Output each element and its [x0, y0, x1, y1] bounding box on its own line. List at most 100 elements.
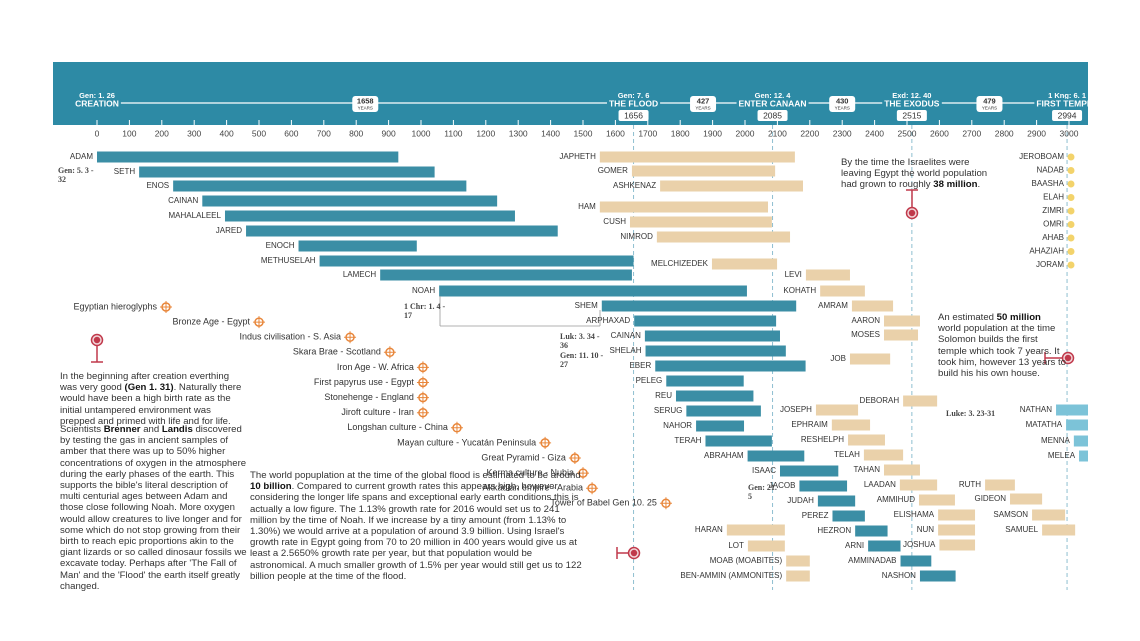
event-crosshair: [416, 361, 429, 374]
note: An estimated 50 million world population…: [938, 312, 1066, 379]
lifespan-bar: [726, 524, 785, 536]
lifespan-bar: [1032, 509, 1066, 521]
milestone-reference: Gen: 7. 6: [618, 91, 650, 100]
reference: Gen: 5. 3 - 32: [58, 166, 94, 184]
king-label: AHAZIAH: [1029, 247, 1064, 256]
bar-label: ASHKENAZ: [613, 181, 656, 190]
event-label: Longshan culture - China: [347, 422, 448, 432]
x-tick-label: 1400: [541, 128, 560, 138]
crown-icon: [1067, 180, 1075, 188]
bar-label: SAMSON: [993, 510, 1028, 519]
crown-icon: [1067, 221, 1075, 228]
event-crosshair: [416, 376, 429, 389]
lifespan-bar: [938, 524, 976, 536]
bar-label: RUTH: [959, 480, 981, 489]
bar-label: JOSEPH: [780, 405, 812, 414]
bar-label: NIMROD: [620, 232, 653, 241]
note: By the time the Israelites were leaving …: [841, 157, 993, 191]
note-emphasis: (Gen 1. 31): [124, 382, 174, 394]
lifespan-bar: [666, 375, 744, 387]
x-tick-label: 700: [317, 128, 331, 138]
lifespan-bar: [817, 495, 856, 507]
x-tick-label: 3000: [1060, 128, 1079, 138]
milestone-year: 2994: [1058, 110, 1077, 120]
milestone-label-bg: [736, 99, 809, 108]
lifespan-bar: [883, 329, 919, 341]
x-tick-label: 1300: [509, 128, 528, 138]
reference: 1 Chr: 1. 4 - 17: [404, 302, 446, 320]
bar-label: HARAN: [695, 525, 723, 534]
note-text: .: [977, 179, 981, 191]
note-text: world population at the time Solomon bui…: [938, 323, 1066, 380]
event-label: First papyrus use - Egypt: [314, 377, 415, 387]
x-tick-label: 2600: [930, 128, 949, 138]
lifespan-bar: [644, 330, 780, 342]
x-tick-label: 1200: [476, 128, 495, 138]
lifespan-bar: [686, 405, 761, 417]
note-text: . Naturally there would have been a high…: [60, 382, 242, 427]
lifespan-bar: [655, 360, 806, 372]
lifespan-bar: [903, 395, 938, 407]
lifespan-bar: [805, 269, 850, 281]
bar-label: LOT: [728, 541, 744, 550]
lifespan-bar: [832, 510, 865, 522]
bar-label: MELEA: [1048, 451, 1076, 460]
reference: Luke: 3. 23-31: [946, 409, 996, 418]
note-text: The world popuplation at the time of the…: [250, 470, 581, 481]
crown-icon: [1067, 194, 1075, 201]
population-pin: [1044, 351, 1075, 365]
lifespan-bar: [1066, 419, 1088, 431]
bar-label: TELAH: [834, 450, 860, 459]
milestone-label-bg: [882, 99, 942, 108]
bar-label: TERAH: [674, 436, 701, 445]
x-tick-label: 400: [220, 128, 234, 138]
lifespan-bar: [919, 570, 956, 582]
bar-label: NOAH: [412, 286, 435, 295]
event-label: Great Pyramid - Giza: [481, 452, 566, 462]
event-crosshair: [344, 331, 357, 344]
bar-label: EPHRAIM: [791, 420, 828, 429]
interval-box: [976, 96, 1003, 112]
lifespan-bar: [1010, 493, 1043, 505]
note-text: and: [140, 424, 162, 435]
bar-label: BEN-AMMIN (AMMONITES): [680, 571, 782, 580]
x-tick-label: 900: [382, 128, 396, 138]
bar-label: JOSHUA: [903, 540, 936, 549]
x-tick-label: 1000: [412, 128, 431, 138]
milestone-year-box: [757, 110, 788, 121]
bar-label: METHUSELAH: [261, 256, 316, 265]
bar-label: ENOCH: [266, 241, 295, 250]
note-emphasis: 50 million: [996, 312, 1041, 323]
note-text: An estimated: [938, 312, 997, 323]
bar-label: JUDAH: [787, 496, 814, 505]
king-label: BAASHA: [1032, 179, 1065, 188]
event-crosshair: [253, 316, 265, 329]
event-crosshair: [539, 436, 552, 449]
event-crosshair: [577, 467, 589, 480]
note-text: In the beginning after creation everthin…: [60, 371, 230, 394]
event-crosshair: [416, 406, 429, 419]
interval-years: 430: [836, 96, 849, 105]
event-label: Jiroft culture - Iran: [341, 407, 414, 417]
lifespan-bar: [599, 201, 769, 213]
x-tick-label: 2200: [800, 128, 819, 138]
lifespan-bar: [380, 269, 632, 281]
event-label: Mayan culture - Yucatán Peninsula: [397, 437, 536, 447]
milestone-reference: Gen: 1. 26: [79, 91, 115, 100]
lifespan-bar: [298, 240, 417, 252]
bar-label: NAHOR: [663, 421, 692, 430]
milestone-reference: 1 Kng: 6. 1: [1048, 91, 1086, 100]
interval-years: 479: [983, 96, 996, 105]
milestone-label: ENTER CANAAN: [739, 98, 807, 108]
event-label: Indus civilisation - S. Asia: [239, 332, 341, 342]
bar-label: ISAAC: [752, 466, 776, 475]
lifespan-bar: [899, 479, 938, 491]
event-label: Iron Age - W. Africa: [337, 362, 414, 372]
bar-label: NASHON: [882, 571, 916, 580]
bar-label: RESHELPH: [801, 435, 844, 444]
lifespan-bar: [139, 166, 435, 178]
note-emphasis: 10 billion: [250, 481, 292, 493]
event-crosshair: [659, 497, 672, 510]
note-emphasis: 38 million: [933, 179, 978, 191]
bar-label: MOSES: [851, 330, 880, 339]
